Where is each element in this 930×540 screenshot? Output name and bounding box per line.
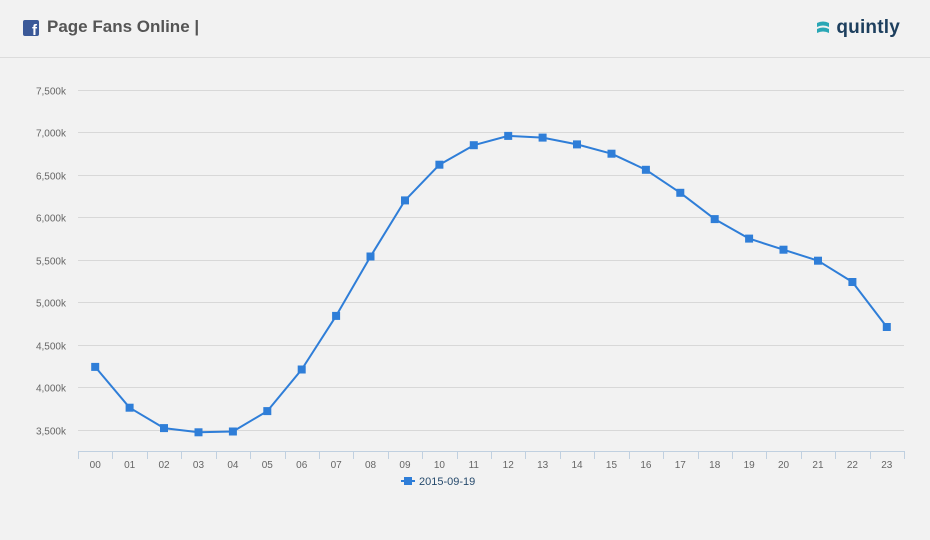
x-tick-label: 14 bbox=[571, 460, 583, 471]
y-tick-label: 4,000k bbox=[36, 384, 67, 395]
quintly-logo-icon bbox=[817, 21, 830, 33]
data-point-marker[interactable] bbox=[573, 140, 581, 149]
y-tick-label: 5,000k bbox=[36, 299, 67, 310]
data-point-marker[interactable] bbox=[641, 165, 650, 174]
x-tick-label: 06 bbox=[296, 460, 308, 471]
y-tick-label: 4,500k bbox=[36, 342, 67, 353]
x-tick-label: 13 bbox=[537, 460, 549, 471]
x-tick-label: 23 bbox=[881, 460, 893, 471]
data-point-marker[interactable] bbox=[194, 428, 203, 437]
data-point-marker[interactable] bbox=[710, 215, 719, 224]
data-point-marker[interactable] bbox=[263, 407, 272, 416]
data-point-marker[interactable] bbox=[745, 234, 754, 243]
data-point-marker[interactable] bbox=[504, 131, 513, 140]
data-point-marker[interactable] bbox=[91, 362, 100, 371]
data-point-marker[interactable] bbox=[366, 252, 375, 261]
legend: 2015-09-19 bbox=[401, 476, 475, 488]
data-point-marker[interactable] bbox=[676, 188, 685, 197]
x-axis: 00 01 02 03 04 05 06 07 08 09 10 11 12 13 14 15 16 17 18 19… bbox=[78, 451, 905, 471]
data-point-marker[interactable] bbox=[814, 256, 822, 265]
x-tick-label: 18 bbox=[709, 460, 721, 471]
x-tick-label: 10 bbox=[434, 460, 446, 471]
x-tick-label: 11 bbox=[469, 460, 480, 471]
y-tick-label: 6,500k bbox=[36, 172, 67, 183]
x-tick-label: 16 bbox=[640, 460, 652, 471]
grid-lines bbox=[78, 90, 904, 431]
y-tick-label: 5,500k bbox=[36, 257, 67, 268]
data-point-marker[interactable] bbox=[332, 311, 341, 320]
x-tick-label: 09 bbox=[399, 460, 411, 471]
x-tick-label: 20 bbox=[778, 460, 790, 471]
x-tick-label: 19 bbox=[744, 460, 756, 471]
data-point-marker[interactable] bbox=[160, 424, 168, 433]
data-point-marker[interactable] bbox=[779, 245, 788, 254]
y-axis: 3,500k 4,000k 4,500k 5,000k 5,500k 6,000k 6,50… bbox=[36, 87, 67, 438]
page-title: Page Fans Online | bbox=[47, 17, 200, 36]
data-point-marker[interactable] bbox=[401, 196, 409, 205]
data-point-marker[interactable] bbox=[538, 133, 547, 142]
legend-label[interactable]: 2015-09-19 bbox=[419, 476, 475, 488]
x-tick-label: 02 bbox=[158, 460, 170, 471]
data-point-marker[interactable] bbox=[228, 427, 237, 436]
x-tick-label: 07 bbox=[331, 460, 343, 471]
x-tick-label: 05 bbox=[262, 460, 274, 471]
chart-area: 3,500k 4,000k 4,500k 5,000k 5,500k 6,000k 6,50… bbox=[0, 58, 930, 535]
x-tick-label: 00 bbox=[90, 460, 102, 471]
series-line bbox=[94, 134, 888, 434]
x-tick-label: 12 bbox=[503, 460, 515, 471]
data-point-marker[interactable] bbox=[848, 278, 857, 286]
x-tick-label: 17 bbox=[675, 460, 687, 471]
y-tick-label: 7,500k bbox=[36, 87, 67, 98]
facebook-icon: f bbox=[23, 20, 39, 36]
x-tick-label: 01 bbox=[124, 460, 136, 471]
series-layer bbox=[91, 131, 891, 437]
x-tick-label: 04 bbox=[227, 460, 239, 471]
x-tick-label: 08 bbox=[365, 460, 377, 471]
data-point-marker[interactable] bbox=[297, 365, 306, 374]
data-point-marker[interactable] bbox=[607, 149, 616, 158]
quintly-logo[interactable]: quintly bbox=[815, 17, 900, 39]
x-tick-label: 22 bbox=[847, 460, 859, 471]
y-tick-label: 7,000k bbox=[36, 129, 67, 140]
data-point-marker[interactable] bbox=[882, 323, 891, 331]
logo-text: quintly bbox=[836, 17, 900, 38]
line-chart: 3,500k 4,000k 4,500k 5,000k 5,500k 6,000k 6,50… bbox=[36, 87, 905, 488]
data-point-marker[interactable] bbox=[125, 403, 134, 412]
data-point-marker[interactable] bbox=[469, 141, 478, 150]
x-tick-label: 21 bbox=[812, 460, 824, 471]
legend-marker bbox=[404, 477, 412, 485]
y-tick-label: 6,000k bbox=[36, 214, 67, 225]
x-tick-label: 15 bbox=[606, 460, 618, 471]
header-bar: f Page Fans Online | quintly bbox=[0, 0, 930, 58]
x-tick-label: 03 bbox=[193, 460, 205, 471]
data-point-marker[interactable] bbox=[435, 160, 444, 169]
y-tick-label: 3,500k bbox=[36, 427, 67, 438]
